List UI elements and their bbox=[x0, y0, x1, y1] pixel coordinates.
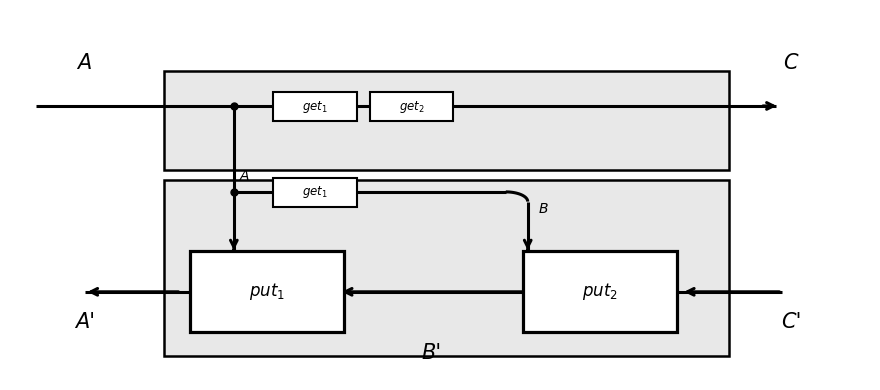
Bar bbox=[524, 251, 677, 332]
Text: $get_1$: $get_1$ bbox=[302, 99, 328, 115]
Bar bbox=[164, 179, 730, 356]
Text: A': A' bbox=[75, 312, 95, 332]
Text: $put_2$: $put_2$ bbox=[583, 281, 618, 302]
Text: A: A bbox=[240, 169, 250, 183]
Text: A: A bbox=[77, 53, 92, 73]
Text: C: C bbox=[783, 53, 798, 73]
Text: B': B' bbox=[422, 343, 441, 363]
Text: $put_1$: $put_1$ bbox=[249, 281, 285, 302]
Text: C': C' bbox=[781, 312, 801, 332]
Text: $get_1$: $get_1$ bbox=[302, 184, 328, 200]
Bar bbox=[190, 251, 343, 332]
Text: $B$: $B$ bbox=[539, 202, 549, 216]
Bar bbox=[274, 177, 356, 207]
Bar bbox=[164, 71, 730, 170]
Bar bbox=[274, 92, 356, 121]
Text: $get_2$: $get_2$ bbox=[399, 99, 424, 115]
Bar bbox=[370, 92, 453, 121]
